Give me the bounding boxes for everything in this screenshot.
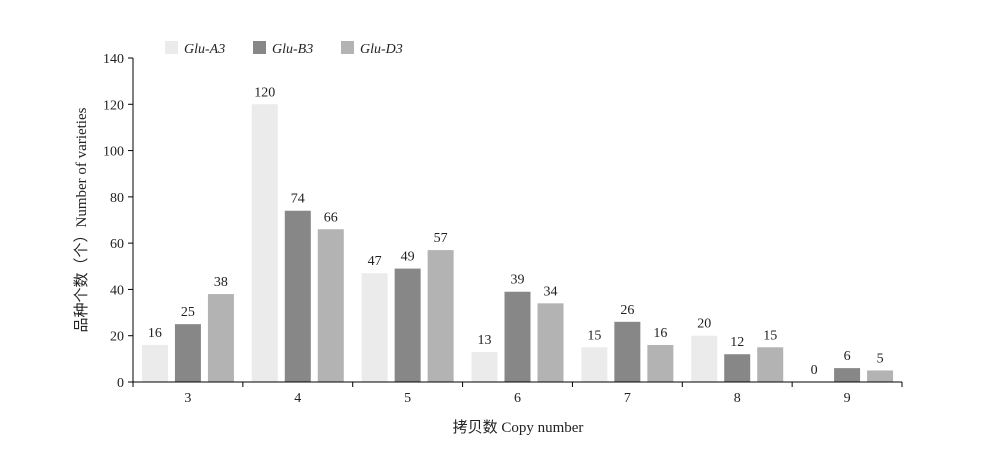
y-tick-label: 140 xyxy=(103,52,124,67)
data-label: 120 xyxy=(254,85,275,100)
data-label: 47 xyxy=(368,254,382,269)
bar-glu-b3-6 xyxy=(504,291,531,382)
data-label: 38 xyxy=(214,275,228,290)
bar-glu-b3-3 xyxy=(174,324,201,382)
legend: Glu-A3 Glu-B3 Glu-D3 xyxy=(165,41,403,57)
bar-glu-d3-4 xyxy=(317,229,344,382)
data-label: 66 xyxy=(324,210,338,225)
bar-glu-a3-7 xyxy=(581,347,608,382)
y-tick-label: 120 xyxy=(103,98,124,113)
bar-glu-a3-6 xyxy=(471,351,498,382)
bar-glu-b3-4 xyxy=(284,210,311,382)
data-label: 25 xyxy=(181,305,195,320)
data-label: 74 xyxy=(291,192,305,207)
legend-swatch xyxy=(165,41,178,54)
x-tick-label: 4 xyxy=(294,391,301,406)
data-label: 13 xyxy=(478,333,492,348)
data-label: 15 xyxy=(587,328,601,343)
data-label: 20 xyxy=(697,317,711,332)
y-tick-label: 0 xyxy=(117,376,124,391)
data-label: 57 xyxy=(434,231,448,246)
bar-glu-a3-5 xyxy=(361,273,388,382)
legend-swatch xyxy=(253,41,266,54)
bar-glu-a3-4 xyxy=(251,104,278,383)
data-label: 34 xyxy=(544,284,558,299)
bars xyxy=(141,104,894,383)
legend-label: Glu-A3 xyxy=(184,42,225,57)
bar-glu-d3-3 xyxy=(207,294,234,382)
data-label: 49 xyxy=(401,250,415,265)
bar-glu-d3-5 xyxy=(427,250,454,382)
bar-glu-b3-9 xyxy=(834,368,861,382)
data-label: 6 xyxy=(844,349,851,364)
bar-glu-a3-8 xyxy=(691,335,718,382)
legend-label: Glu-B3 xyxy=(272,42,313,57)
data-labels: 16 120 47 13 15 20 0 25 74 49 39 26 12 6 38 66 57 34 16 15 5 xyxy=(148,85,884,378)
x-tick-label: 3 xyxy=(184,391,191,406)
data-label: 15 xyxy=(763,328,777,343)
bar-glu-b3-5 xyxy=(394,268,421,382)
x-tick-label: 8 xyxy=(734,391,741,406)
data-label: 16 xyxy=(653,326,667,341)
bar-glu-d3-9 xyxy=(867,370,894,382)
data-label: 39 xyxy=(511,273,525,288)
x-tick-label: 6 xyxy=(514,391,521,406)
bar-glu-d3-6 xyxy=(537,303,564,382)
x-axis: 3 4 5 6 7 8 9 xyxy=(132,381,903,406)
data-label: 0 xyxy=(811,363,818,378)
x-tick-label: 7 xyxy=(624,391,631,406)
bar-glu-b3-7 xyxy=(614,321,641,382)
bar-glu-d3-8 xyxy=(757,347,784,382)
data-label: 26 xyxy=(620,303,634,318)
y-tick-label: 20 xyxy=(110,330,124,345)
y-tick-label: 100 xyxy=(103,145,124,160)
legend-swatch xyxy=(341,41,354,54)
data-label: 12 xyxy=(730,335,744,350)
x-axis-title: 拷贝数 Copy number xyxy=(453,419,584,436)
bar-glu-a3-3 xyxy=(141,344,168,382)
y-axis: 0 20 40 60 80 100 120 140 xyxy=(103,52,134,391)
y-tick-label: 40 xyxy=(110,283,124,298)
y-axis-title: 品种个数（个）Number of varieties xyxy=(73,107,90,332)
data-label: 5 xyxy=(877,351,884,366)
bar-glu-b3-8 xyxy=(724,354,751,382)
data-label: 16 xyxy=(148,326,162,341)
x-tick-label: 9 xyxy=(844,391,851,406)
y-tick-label: 80 xyxy=(110,191,124,206)
x-tick-label: 5 xyxy=(404,391,411,406)
y-tick-label: 60 xyxy=(110,237,124,252)
bar-glu-d3-7 xyxy=(647,344,674,382)
legend-label: Glu-D3 xyxy=(360,42,403,57)
